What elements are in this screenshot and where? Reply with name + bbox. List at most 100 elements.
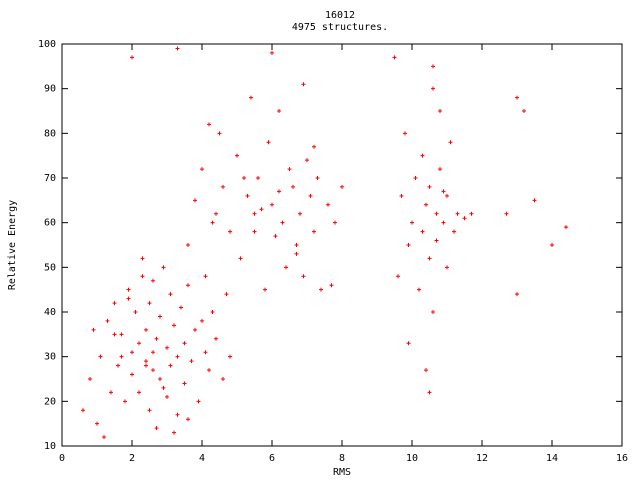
point (130, 55, 134, 60)
point (81, 408, 85, 413)
point (263, 287, 267, 292)
y-tick-label: 100 (38, 39, 56, 50)
point (130, 350, 134, 355)
y-tick-label: 70 (44, 173, 56, 184)
y-tick-label: 10 (44, 441, 56, 452)
y-tick-label: 40 (44, 307, 56, 318)
point (319, 287, 323, 292)
point (340, 184, 344, 189)
point (522, 109, 526, 113)
point (445, 193, 449, 198)
point (175, 46, 180, 51)
point (515, 292, 519, 297)
point (403, 131, 407, 136)
point (228, 229, 232, 234)
point (291, 184, 295, 189)
point (308, 193, 313, 198)
point (431, 86, 435, 91)
point (249, 95, 253, 100)
point (406, 243, 411, 247)
point (329, 283, 334, 288)
point (424, 202, 428, 207)
point (270, 50, 274, 55)
point (182, 341, 187, 346)
point (277, 189, 281, 194)
point (448, 140, 453, 145)
point (203, 350, 208, 355)
point (301, 274, 306, 279)
point (245, 193, 250, 198)
point (434, 211, 439, 216)
y-tick-label: 90 (44, 84, 56, 95)
point (326, 202, 330, 207)
point (193, 198, 197, 203)
y-axis-label: Relative Energy (7, 200, 18, 290)
point (301, 82, 306, 87)
point (144, 359, 148, 364)
point (196, 399, 201, 404)
point (126, 287, 131, 292)
x-tick-label: 4 (199, 453, 205, 464)
chart-subtitle: 4975 structures. (292, 22, 388, 33)
point (172, 323, 176, 328)
point (165, 345, 169, 350)
point (294, 243, 299, 247)
point (189, 359, 194, 364)
point (238, 256, 243, 261)
point (441, 189, 446, 194)
point (186, 417, 190, 422)
y-tick-label: 50 (44, 262, 56, 273)
point (186, 283, 190, 288)
point (112, 301, 117, 306)
point (126, 296, 131, 301)
point (175, 412, 180, 417)
x-tick-label: 2 (129, 453, 135, 464)
point (270, 202, 274, 207)
point (333, 220, 337, 225)
point (469, 211, 474, 216)
chart-title: 16012 (325, 10, 355, 21)
point (504, 211, 509, 216)
point (158, 314, 162, 319)
point (144, 363, 148, 368)
point (91, 327, 96, 332)
point (182, 381, 187, 386)
point (284, 265, 288, 270)
point (130, 372, 134, 377)
point (214, 336, 218, 341)
point (210, 220, 215, 225)
point (252, 229, 257, 234)
point (105, 318, 110, 323)
point (140, 256, 145, 261)
point (427, 390, 432, 395)
point (137, 341, 141, 346)
x-axis-label: RMS (333, 467, 351, 478)
point (396, 274, 400, 279)
point (119, 332, 124, 337)
point (109, 390, 113, 395)
point (235, 153, 239, 158)
point (161, 385, 166, 390)
point (392, 55, 397, 60)
point (221, 377, 225, 381)
point (203, 274, 208, 279)
point (112, 332, 117, 337)
point (424, 368, 428, 373)
point (207, 122, 211, 127)
point (312, 229, 316, 234)
point (312, 144, 316, 149)
point (175, 354, 180, 359)
point (151, 278, 155, 283)
point (266, 140, 271, 145)
point (214, 211, 218, 216)
point (305, 158, 309, 163)
point (221, 184, 225, 189)
point (427, 256, 432, 261)
point (294, 251, 299, 256)
point (441, 220, 446, 225)
point (172, 430, 176, 435)
point (228, 354, 232, 359)
x-tick-label: 8 (339, 453, 345, 464)
